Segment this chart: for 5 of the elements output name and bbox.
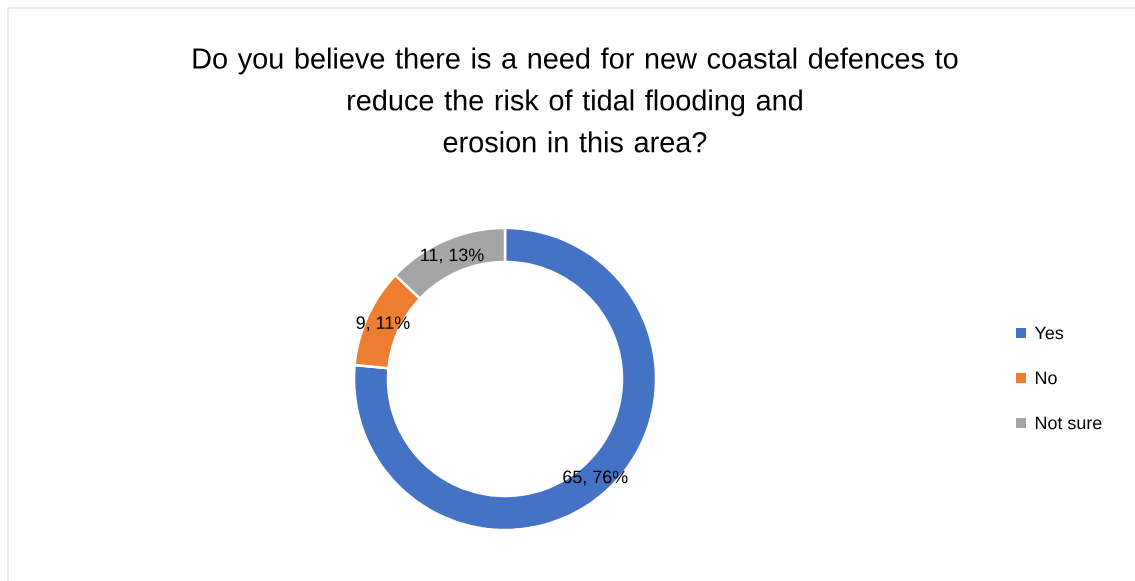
legend-label: Yes	[1034, 326, 1064, 340]
data-label: 11, 13%	[421, 248, 484, 264]
legend-label: No	[1035, 371, 1057, 385]
chart-title: Do you believe there is a need for new coastal defences to reduce the risk of tidal flooding and erosion in this area?	[193, 47, 958, 153]
legend-label: Not sure	[1035, 416, 1102, 430]
